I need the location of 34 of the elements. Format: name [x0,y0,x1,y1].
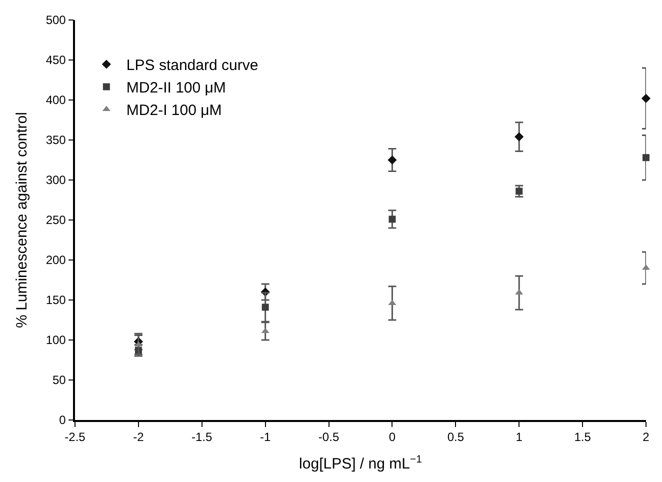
y-tick-label: 500 [46,13,66,28]
point [642,154,650,162]
x-tick-label: 1.5 [574,430,592,444]
x-tick-label: -2.5 [64,430,86,444]
x-tick-label: 0 [388,430,396,444]
y-axis-title: % Luminescence against control [14,112,31,328]
legend-label: MD2-II 100 μM [126,80,226,97]
x-tick-label: -1.5 [192,430,213,444]
y-tick-label: 350 [46,133,66,148]
point [514,132,524,142]
y-tick-label: 150 [46,293,66,308]
point [641,94,651,103]
y-tick-label: 250 [46,213,66,228]
legend-label: MD2-I 100 μM [126,102,222,120]
point [388,155,397,165]
y-tick-label: 50 [52,373,66,388]
legend-label: LPS standard curve [126,57,258,74]
x-tick-label: -0.5 [318,430,340,444]
x-tick-label: 0.5 [447,430,464,444]
y-tick-label: 300 [46,173,66,188]
y-tick-label: 450 [46,53,66,68]
y-tick-label: 100 [46,333,66,348]
y-tick-label: 0 [59,413,66,428]
x-tick-label: 1 [516,430,523,444]
point [388,216,396,223]
point [134,341,142,347]
point [262,304,269,311]
x-tick-label: 2 [642,430,650,444]
x-axis-title: log[LPS] / ng mL$^{−1}$ [299,453,422,473]
x-tick-label: -2 [133,430,144,444]
point [515,289,524,295]
y-tick-label: 400 [46,93,66,108]
x-tick-label: -1 [260,430,271,444]
y-tick-label: 200 [46,253,66,268]
